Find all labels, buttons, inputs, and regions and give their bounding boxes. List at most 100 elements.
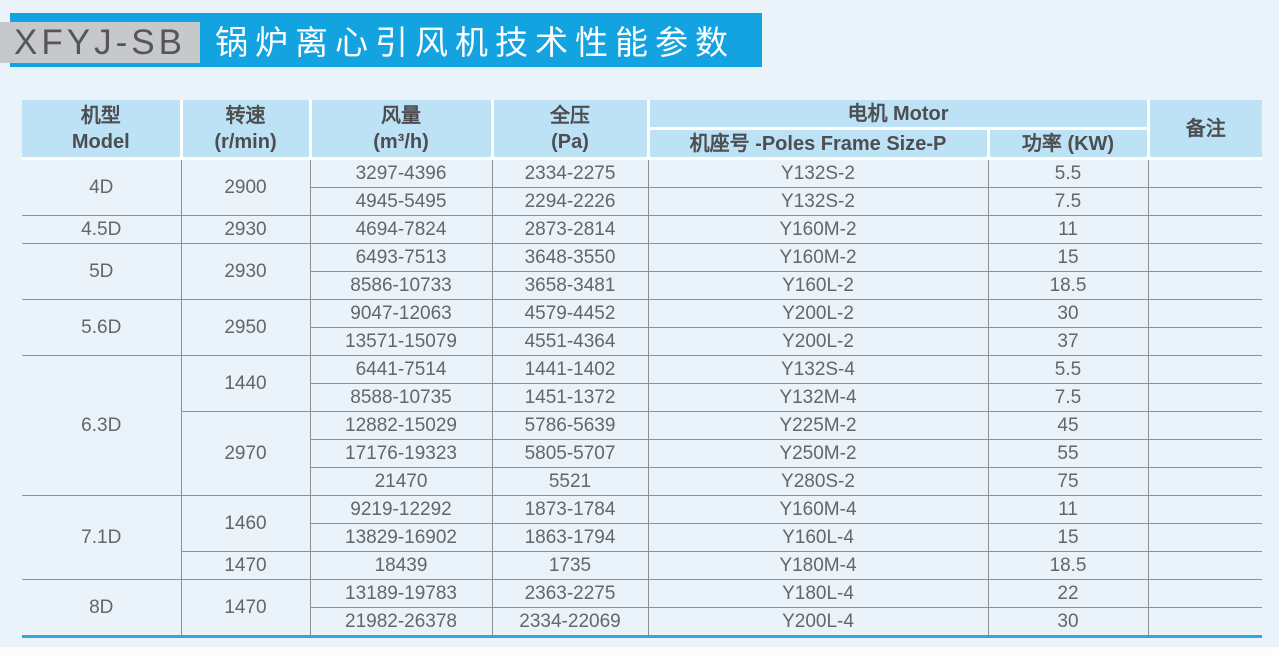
frame-size-cell: Y250M-2 bbox=[648, 439, 989, 468]
header-speed: 转速 (r/min) bbox=[181, 100, 312, 160]
power-cell: 18.5 bbox=[988, 551, 1149, 580]
pressure-cell: 1873-1784 bbox=[492, 495, 649, 524]
header-speed-unit: (r/min) bbox=[214, 130, 277, 153]
table-row: 2970 12882-15029 5786-5639 Y225M-2 45 bbox=[22, 411, 1262, 496]
header-flow: 风量 (m³/h) bbox=[310, 100, 494, 160]
frame-size-cell: Y160M-2 bbox=[648, 243, 989, 272]
remark-cell bbox=[1148, 355, 1262, 384]
table-row: 4.5D 2930 4694-7824 2873-2814 Y160M-2 11 bbox=[22, 215, 1262, 244]
flow-cell: 3297-4396 bbox=[310, 158, 493, 188]
table-row: 5.6D 2950 9047-12063 4579-4452 Y200L-2 30 bbox=[22, 299, 1262, 356]
table-body: 4D 2900 3297-4396 2334-2275 Y132S-2 5.5 4945-5… bbox=[22, 158, 1262, 637]
header-model-en: Model bbox=[71, 130, 130, 153]
series-code-badge: XFYJ-SB bbox=[0, 22, 200, 63]
power-cell: 5.5 bbox=[988, 355, 1149, 384]
frame-size-cell: Y180M-4 bbox=[648, 551, 989, 580]
header-pressure: 全压 (Pa) bbox=[492, 100, 650, 160]
speed-cell: 1460 bbox=[181, 495, 311, 552]
header-model-cn: 机型 bbox=[80, 104, 121, 127]
table-row: 21982-26378 2334-22069 Y200L-4 30 bbox=[22, 607, 1262, 637]
pressure-cell: 1863-1794 bbox=[492, 523, 649, 552]
remark-cell bbox=[1148, 299, 1262, 328]
bottom-strip bbox=[0, 647, 1279, 655]
table-row: 21470 5521 Y280S-2 75 bbox=[22, 467, 1262, 496]
flow-cell: 8586-10733 bbox=[310, 271, 493, 300]
frame-size-cell: Y200L-4 bbox=[648, 607, 989, 637]
pressure-cell: 2294-2226 bbox=[492, 187, 649, 216]
flow-cell: 13829-16902 bbox=[310, 523, 493, 552]
power-cell: 37 bbox=[988, 327, 1149, 356]
frame-size-cell: Y200L-2 bbox=[648, 327, 989, 356]
frame-size-cell: Y160M-4 bbox=[648, 495, 989, 524]
flow-cell: 9047-12063 bbox=[310, 299, 493, 328]
header-flow-cn: 风量 bbox=[381, 104, 421, 127]
pressure-cell: 2334-22069 bbox=[492, 607, 649, 637]
flow-cell: 21982-26378 bbox=[310, 607, 493, 637]
flow-cell: 13571-15079 bbox=[310, 327, 493, 356]
remark-cell bbox=[1148, 271, 1262, 300]
table-header: 机型 Model 转速 (r/min) 风量 (m³/h) 全压 (Pa) 电机… bbox=[22, 100, 1262, 160]
header-flow-unit: (m³/h) bbox=[373, 130, 429, 153]
header-pressure-unit: (Pa) bbox=[551, 130, 589, 153]
header-speed-cn: 转速 bbox=[225, 104, 266, 127]
flow-cell: 13189-19783 bbox=[310, 579, 493, 608]
table-row: 17176-19323 5805-5707 Y250M-2 55 bbox=[22, 439, 1262, 468]
power-cell: 30 bbox=[988, 299, 1149, 328]
speed-cell: 2930 bbox=[181, 215, 311, 244]
remark-cell bbox=[1148, 243, 1262, 272]
frame-size-cell: Y132S-4 bbox=[648, 355, 989, 384]
frame-size-cell: Y160L-4 bbox=[648, 523, 989, 552]
pressure-cell: 3658-3481 bbox=[492, 271, 649, 300]
frame-size-cell: Y280S-2 bbox=[648, 467, 989, 496]
pressure-cell: 2363-2275 bbox=[492, 579, 649, 608]
flow-cell: 6493-7513 bbox=[310, 243, 493, 272]
flow-cell: 8588-10735 bbox=[310, 383, 493, 412]
frame-size-cell: Y180L-4 bbox=[648, 579, 989, 608]
page-title: 锅炉离心引风机技术性能参数 bbox=[215, 24, 735, 61]
frame-size-cell: Y132S-2 bbox=[648, 158, 989, 188]
power-cell: 15 bbox=[988, 523, 1149, 552]
speed-cell: 2900 bbox=[181, 158, 311, 216]
model-cell: 7.1D bbox=[22, 495, 182, 580]
frame-size-cell: Y225M-2 bbox=[648, 411, 989, 440]
remark-cell bbox=[1148, 187, 1262, 216]
flow-cell: 6441-7514 bbox=[310, 355, 493, 384]
pressure-cell: 1451-1372 bbox=[492, 383, 649, 412]
pressure-cell: 1441-1402 bbox=[492, 355, 649, 384]
power-cell: 18.5 bbox=[988, 271, 1149, 300]
remark-cell bbox=[1148, 523, 1262, 552]
frame-size-cell: Y160M-2 bbox=[648, 215, 989, 244]
header-motor: 电机 Motor bbox=[648, 100, 1150, 130]
remark-cell bbox=[1148, 327, 1262, 356]
speed-cell: 2950 bbox=[181, 299, 311, 356]
table-row: 7.1D 1460 9219-12292 1873-1784 Y160M-4 11 bbox=[22, 495, 1262, 580]
table-row: 4945-5495 2294-2226 Y132S-2 7.5 bbox=[22, 187, 1262, 216]
power-cell: 7.5 bbox=[988, 187, 1149, 216]
pressure-cell: 1735 bbox=[492, 551, 649, 580]
power-cell: 30 bbox=[988, 607, 1149, 637]
flow-cell: 17176-19323 bbox=[310, 439, 493, 468]
remark-cell bbox=[1148, 439, 1262, 468]
table-row: 5D 2930 6493-7513 3648-3550 Y160M-2 15 bbox=[22, 243, 1262, 300]
model-cell: 6.3D bbox=[22, 355, 182, 496]
model-cell: 4.5D bbox=[22, 215, 182, 244]
model-cell: 5.6D bbox=[22, 299, 182, 356]
frame-size-cell: Y132M-4 bbox=[648, 383, 989, 412]
remark-cell bbox=[1148, 579, 1262, 608]
power-cell: 11 bbox=[988, 495, 1149, 524]
table-row: 6.3D 1440 6441-7514 1441-1402 Y132S-4 5.5 bbox=[22, 355, 1262, 496]
power-cell: 75 bbox=[988, 467, 1149, 496]
pressure-cell: 5786-5639 bbox=[492, 411, 649, 440]
flow-cell: 12882-15029 bbox=[310, 411, 493, 440]
remark-cell bbox=[1148, 411, 1262, 440]
table-row: 1470 18439 1735 Y180M-4 18.5 bbox=[22, 551, 1262, 580]
flow-cell: 4945-5495 bbox=[310, 187, 493, 216]
spec-table: 机型 Model 转速 (r/min) 风量 (m³/h) 全压 (Pa) 电机… bbox=[22, 100, 1262, 638]
table-row: 8D 1470 13189-19783 2363-2275 Y180L-4 22 bbox=[22, 579, 1262, 637]
pressure-cell: 4579-4452 bbox=[492, 299, 649, 328]
power-cell: 45 bbox=[988, 411, 1149, 440]
power-cell: 7.5 bbox=[988, 383, 1149, 412]
table-row: 4D 2900 3297-4396 2334-2275 Y132S-2 5.5 bbox=[22, 158, 1262, 216]
power-cell: 15 bbox=[988, 243, 1149, 272]
speed-cell: 1440 bbox=[181, 355, 311, 412]
